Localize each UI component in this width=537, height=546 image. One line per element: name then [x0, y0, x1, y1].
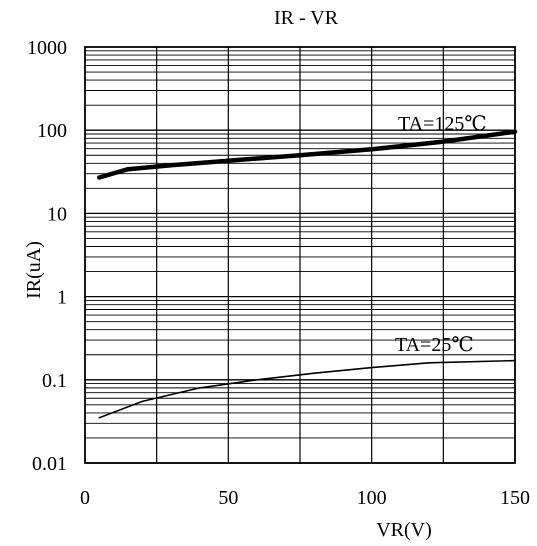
x-tick-label: 50	[218, 487, 238, 509]
x-tick-label: 0	[80, 487, 90, 509]
y-tick-label: 1	[57, 287, 67, 309]
grid	[85, 47, 515, 464]
y-tick-label: 0.1	[42, 370, 67, 392]
x-tick-labels: 0 50 100 150	[80, 487, 530, 509]
y-tick-label: 1000	[27, 37, 67, 59]
series-line-ta125	[97, 129, 518, 180]
series-layer	[97, 129, 518, 419]
chart-title: IR - VR	[274, 7, 339, 29]
y-tick-label: 0.01	[32, 453, 67, 475]
y-axis-label: IR(uA)	[23, 241, 45, 299]
x-tick-label: 150	[500, 487, 530, 509]
y-tick-label: 10	[47, 203, 67, 225]
y-tick-labels: 1000 100 10 1 0.1 0.01	[27, 37, 67, 475]
series-line-ta25	[98, 359, 516, 419]
plot-frame	[84, 46, 516, 464]
series-label-ta125: TA=125℃	[398, 113, 487, 135]
y-tick-label: 100	[37, 120, 67, 142]
x-tick-label: 100	[357, 487, 387, 509]
x-axis-label: VR(V)	[376, 519, 432, 541]
series-label-ta25: TA=25℃	[395, 334, 474, 356]
